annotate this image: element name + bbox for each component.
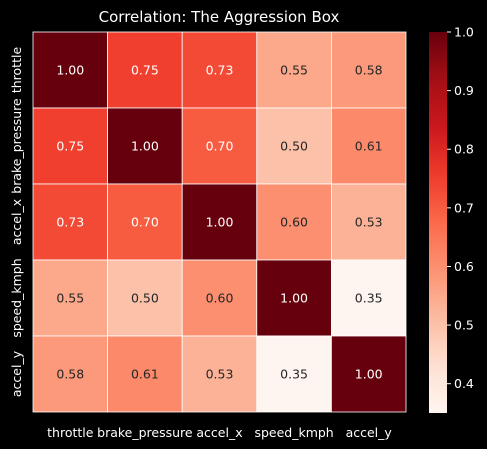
cell-value-label: 1.00 xyxy=(206,215,234,230)
cell-value-label: 0.58 xyxy=(355,63,383,78)
cell-value-label: 0.35 xyxy=(280,367,308,382)
heatmap-cell xyxy=(256,259,332,337)
cell-value-label: 0.58 xyxy=(56,367,84,382)
heatmap-cell xyxy=(32,335,108,413)
cell-value-label: 0.55 xyxy=(280,63,308,78)
cell-value-label: 0.73 xyxy=(56,215,84,230)
colorbar-tick-label: 0.4 xyxy=(454,376,474,391)
heatmap-cell xyxy=(330,183,407,261)
y-tick-label: speed_kmph xyxy=(9,258,24,337)
cell-value-label: 0.53 xyxy=(355,215,383,230)
colorbar-tick-label: 0.5 xyxy=(454,318,474,333)
cell-value-label: 0.60 xyxy=(206,291,234,306)
colorbar-gradient xyxy=(429,32,447,413)
heatmap-cell xyxy=(256,183,332,261)
cell-value-label: 0.61 xyxy=(355,139,383,154)
heatmap-cell xyxy=(181,31,258,109)
x-tick-label: brake_pressure xyxy=(97,425,193,440)
cell-value-label: 0.53 xyxy=(206,367,234,382)
heatmap-cell xyxy=(181,107,258,185)
heatmap-cell xyxy=(181,259,258,337)
heatmap-cell xyxy=(107,335,183,413)
y-tick-label: accel_x xyxy=(9,199,24,245)
cell-value-label: 1.00 xyxy=(280,291,308,306)
cell-value-label: 0.75 xyxy=(131,63,159,78)
cell-value-label: 0.50 xyxy=(131,291,159,306)
x-tick-label: accel_x xyxy=(196,425,242,440)
heatmap-cell xyxy=(330,107,407,185)
chart-title: Correlation: The Aggression Box xyxy=(99,8,340,26)
colorbar-tick-label: 1.0 xyxy=(454,25,474,40)
heatmap-cell xyxy=(256,31,332,109)
y-tick-labels: throttle brake_pressure accel_x speed_kmpha… xyxy=(9,47,24,398)
cell-value-label: 0.73 xyxy=(206,63,234,78)
heatmap-cell xyxy=(107,31,183,109)
colorbar-tick-label: 0.7 xyxy=(454,200,474,215)
heatmap-cell xyxy=(330,31,407,109)
y-tick-label: accel_y xyxy=(9,350,24,397)
cell-value-label: 0.60 xyxy=(280,215,308,230)
cell-value-label: 0.35 xyxy=(355,291,383,306)
x-tick-labels: throttle brake_pressure accel_x speed_kmph a… xyxy=(47,425,392,440)
cell-value-label: 0.50 xyxy=(280,139,308,154)
heatmap-cell xyxy=(181,335,258,413)
x-tick-label: accel_y xyxy=(346,425,393,440)
cell-value-label: 0.61 xyxy=(131,367,159,382)
heatmap-cell xyxy=(107,259,183,337)
cell-value-label: 0.70 xyxy=(206,139,234,154)
heatmap-cells: 1.00 0.75 0.73 0.55 0.58 0.75 1.00 0.70 0.50 0.61… xyxy=(32,31,407,413)
heatmap-cell xyxy=(32,31,108,109)
y-tick-label: throttle xyxy=(9,47,24,94)
colorbar-tick-label: 0.6 xyxy=(454,259,474,274)
heatmap-cell xyxy=(32,259,108,337)
heatmap-cell xyxy=(330,335,407,413)
heatmap-cell xyxy=(107,183,183,261)
colorbar: 0.4 0.5 0.6 0.7 0.8 0.9 1.0 xyxy=(429,25,474,413)
x-tick-label: throttle xyxy=(47,425,94,440)
heatmap-cell xyxy=(32,107,108,185)
cell-value-label: 0.55 xyxy=(56,291,84,306)
cell-value-label: 1.00 xyxy=(355,367,383,382)
y-tick-label: brake_pressure xyxy=(9,98,24,194)
cell-value-label: 1.00 xyxy=(56,63,84,78)
heatmap-cell xyxy=(181,183,258,261)
cell-value-label: 0.75 xyxy=(56,139,84,154)
cell-value-label: 0.70 xyxy=(131,215,159,230)
x-tick-label: speed_kmph xyxy=(254,425,333,440)
cell-value-label: 1.00 xyxy=(131,139,159,154)
colorbar-tick-label: 0.8 xyxy=(454,142,474,157)
heatmap-cell xyxy=(330,259,407,337)
colorbar-tick-label: 0.9 xyxy=(454,83,474,98)
